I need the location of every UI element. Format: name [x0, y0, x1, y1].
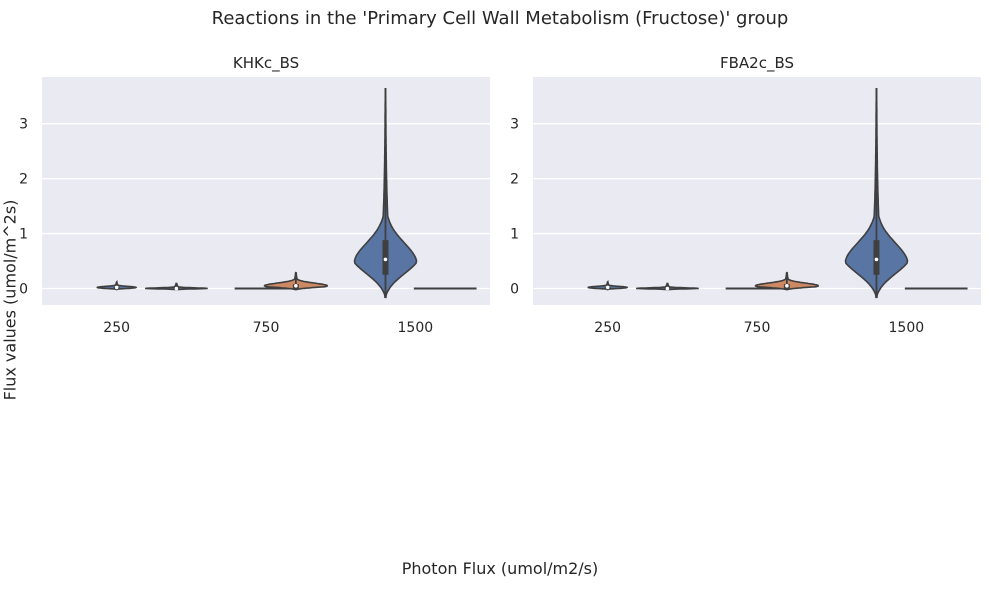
- violin-median-dot: [605, 285, 610, 290]
- violin-1: [96, 279, 138, 291]
- violin-median-dot: [294, 283, 298, 288]
- violin-median-dot: [174, 286, 179, 291]
- violin-2: [635, 282, 699, 291]
- violin-median-dot: [785, 283, 789, 288]
- plot-background: [533, 77, 981, 305]
- subplot-title: KHKc_BS: [233, 54, 299, 73]
- x-tick-label: 250: [103, 320, 130, 336]
- y-tick-label: 1: [510, 227, 519, 243]
- chart-panel-2: 0 1 2 3 250 750 1500 FBA2c_BS: [510, 54, 981, 336]
- x-tick-label: 1500: [889, 320, 925, 336]
- violin-4: [263, 271, 328, 291]
- x-tick-label: 250: [594, 320, 621, 336]
- violin-5: [844, 87, 909, 299]
- x-tick-label: 750: [253, 320, 280, 336]
- y-tick-label: 1: [19, 227, 28, 243]
- y-tick-label: 2: [19, 172, 28, 188]
- plot-background: [42, 77, 490, 305]
- subplot-title: FBA2c_BS: [720, 54, 794, 73]
- chart-panel-1: 0 1 2 3 250 750 1500 KHKc_BS: [19, 54, 490, 336]
- violin-median-dot: [874, 257, 879, 262]
- violin-median-dot: [665, 286, 670, 291]
- y-tick-label: 0: [19, 282, 28, 298]
- violin-median-dot: [383, 257, 388, 262]
- y-tick-label: 2: [510, 172, 519, 188]
- violin-2: [144, 282, 208, 291]
- x-axis-label: Photon Flux (umol/m2/s): [401, 559, 599, 578]
- x-tick-label: 1500: [398, 320, 434, 336]
- y-tick-label: 3: [19, 117, 28, 133]
- y-tick-label: 0: [510, 282, 519, 298]
- violin-median-dot: [114, 285, 119, 290]
- x-tick-label: 750: [744, 320, 771, 336]
- violin-iqr-box: [382, 240, 389, 275]
- y-tick-label: 3: [510, 117, 519, 133]
- violin-iqr-box: [873, 240, 880, 275]
- figure-title: Reactions in the 'Primary Cell Wall Meta…: [211, 8, 789, 29]
- violin-5: [353, 87, 418, 299]
- violin-1: [587, 279, 629, 291]
- violin-4: [754, 271, 819, 291]
